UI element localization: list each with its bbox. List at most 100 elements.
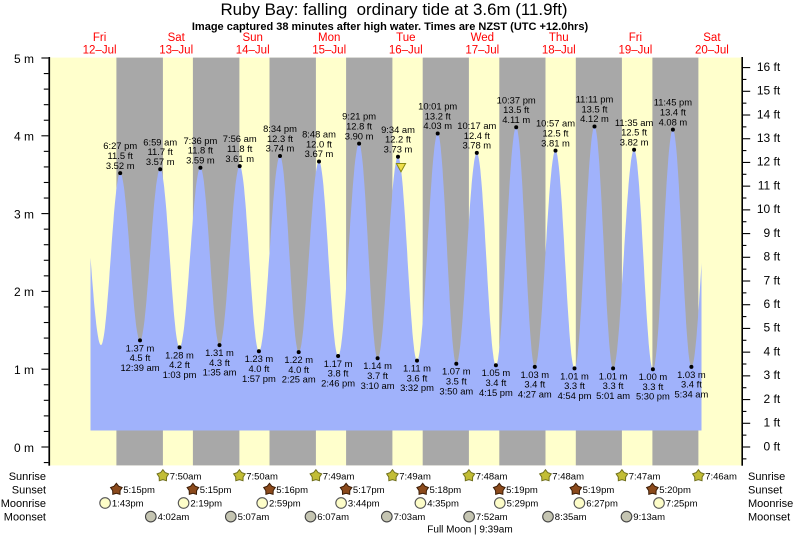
svg-text:5:15pm: 5:15pm bbox=[123, 485, 155, 496]
svg-text:3.74 m: 3.74 m bbox=[266, 143, 295, 154]
svg-text:10:01 pm: 10:01 pm bbox=[418, 101, 457, 112]
svg-text:13 ft: 13 ft bbox=[757, 131, 781, 145]
svg-text:6:27pm: 6:27pm bbox=[586, 499, 618, 510]
svg-text:3.3 ft: 3.3 ft bbox=[642, 381, 663, 392]
svg-text:5:15pm: 5:15pm bbox=[200, 485, 232, 496]
svg-text:1.00 m: 1.00 m bbox=[639, 371, 668, 382]
svg-text:7:49am: 7:49am bbox=[399, 471, 431, 482]
svg-text:4.0 ft: 4.0 ft bbox=[288, 364, 309, 375]
svg-text:7:56 am: 7:56 am bbox=[223, 133, 257, 144]
svg-text:Fri: Fri bbox=[93, 32, 106, 44]
svg-text:2:59pm: 2:59pm bbox=[269, 499, 301, 510]
svg-text:1:43pm: 1:43pm bbox=[112, 499, 144, 510]
svg-text:2:19pm: 2:19pm bbox=[190, 499, 222, 510]
svg-text:17–Jul: 17–Jul bbox=[465, 45, 499, 57]
svg-text:10 ft: 10 ft bbox=[757, 202, 781, 216]
svg-text:13.4 ft: 13.4 ft bbox=[660, 107, 686, 118]
svg-text:7:48am: 7:48am bbox=[476, 471, 508, 482]
svg-text:3.52 m: 3.52 m bbox=[106, 160, 135, 171]
svg-text:12–Jul: 12–Jul bbox=[83, 45, 117, 57]
svg-text:4:27 am: 4:27 am bbox=[518, 388, 552, 399]
svg-text:3 m: 3 m bbox=[14, 207, 34, 221]
svg-text:12.0 ft: 12.0 ft bbox=[306, 138, 332, 149]
svg-text:4.5 ft: 4.5 ft bbox=[130, 352, 151, 363]
svg-text:5:30 pm: 5:30 pm bbox=[636, 391, 670, 402]
svg-text:Sat: Sat bbox=[168, 32, 186, 44]
svg-text:19–Jul: 19–Jul bbox=[618, 45, 652, 57]
svg-text:5:18pm: 5:18pm bbox=[430, 485, 462, 496]
svg-text:5 ft: 5 ft bbox=[764, 321, 781, 335]
svg-text:3.5 ft: 3.5 ft bbox=[446, 376, 467, 387]
svg-text:1:57 pm: 1:57 pm bbox=[242, 373, 276, 384]
svg-text:1.03 m: 1.03 m bbox=[520, 369, 549, 380]
svg-text:1 m: 1 m bbox=[14, 363, 34, 377]
svg-text:Moonrise: Moonrise bbox=[1, 498, 46, 510]
svg-text:1.23 m: 1.23 m bbox=[245, 353, 274, 364]
svg-text:7:52am: 7:52am bbox=[476, 512, 508, 523]
svg-text:4 ft: 4 ft bbox=[764, 344, 781, 358]
svg-text:1.37 m: 1.37 m bbox=[126, 342, 155, 353]
svg-text:5:16pm: 5:16pm bbox=[276, 485, 308, 496]
svg-text:5:01 am: 5:01 am bbox=[596, 390, 630, 401]
svg-text:15–Jul: 15–Jul bbox=[312, 45, 346, 57]
svg-text:11.7 ft: 11.7 ft bbox=[148, 146, 174, 157]
svg-text:1.07 m: 1.07 m bbox=[442, 366, 471, 377]
svg-text:1.22 m: 1.22 m bbox=[284, 354, 313, 365]
svg-text:11.5 ft: 11.5 ft bbox=[108, 150, 134, 161]
svg-text:Image captured 38 minutes afte: Image captured 38 minutes after high wat… bbox=[192, 21, 589, 33]
svg-text:10:17 am: 10:17 am bbox=[457, 120, 496, 131]
svg-text:15 ft: 15 ft bbox=[757, 84, 781, 98]
svg-text:1.05 m: 1.05 m bbox=[482, 367, 511, 378]
svg-text:3:32 pm: 3:32 pm bbox=[400, 382, 434, 393]
svg-text:Sunset: Sunset bbox=[12, 484, 46, 496]
svg-text:12.5 ft: 12.5 ft bbox=[542, 128, 568, 139]
svg-text:5:07am: 5:07am bbox=[238, 512, 270, 523]
svg-text:3:10 am: 3:10 am bbox=[361, 380, 395, 391]
svg-text:9:34 am: 9:34 am bbox=[381, 124, 415, 135]
svg-text:14–Jul: 14–Jul bbox=[236, 45, 270, 57]
svg-text:3.90 m: 3.90 m bbox=[345, 130, 374, 141]
svg-text:4:35pm: 4:35pm bbox=[427, 499, 459, 510]
svg-text:4 m: 4 m bbox=[14, 130, 34, 144]
svg-text:3 ft: 3 ft bbox=[764, 368, 781, 382]
svg-text:6:07am: 6:07am bbox=[317, 512, 349, 523]
svg-text:5:34 am: 5:34 am bbox=[674, 388, 708, 399]
svg-text:12.3 ft: 12.3 ft bbox=[267, 133, 293, 144]
svg-text:3.78 m: 3.78 m bbox=[462, 140, 491, 151]
svg-text:11.8 ft: 11.8 ft bbox=[227, 143, 253, 154]
svg-text:3.73 m: 3.73 m bbox=[384, 144, 413, 155]
svg-text:Sunset: Sunset bbox=[748, 484, 782, 496]
svg-text:3.4 ft: 3.4 ft bbox=[681, 379, 702, 390]
svg-text:4:02am: 4:02am bbox=[158, 512, 190, 523]
svg-text:1.01 m: 1.01 m bbox=[599, 370, 628, 381]
svg-text:7 ft: 7 ft bbox=[764, 273, 781, 287]
svg-text:11:45 pm: 11:45 pm bbox=[654, 97, 693, 108]
svg-text:1.14 m: 1.14 m bbox=[363, 360, 392, 371]
svg-text:2 m: 2 m bbox=[14, 285, 34, 299]
svg-text:0 ft: 0 ft bbox=[764, 439, 781, 453]
svg-text:3.82 m: 3.82 m bbox=[620, 137, 649, 148]
svg-text:4.3 ft: 4.3 ft bbox=[209, 357, 230, 368]
svg-text:7:50am: 7:50am bbox=[246, 471, 278, 482]
svg-text:1.28 m: 1.28 m bbox=[165, 349, 194, 360]
svg-text:6:59 am: 6:59 am bbox=[143, 136, 177, 147]
svg-text:18–Jul: 18–Jul bbox=[542, 45, 576, 57]
svg-text:13.5 ft: 13.5 ft bbox=[581, 103, 607, 114]
svg-text:Full Moon | 9:39am: Full Moon | 9:39am bbox=[427, 525, 512, 536]
svg-text:6 ft: 6 ft bbox=[764, 297, 781, 311]
svg-text:3.4 ft: 3.4 ft bbox=[524, 379, 545, 390]
svg-text:Sat: Sat bbox=[703, 32, 721, 44]
svg-text:8 ft: 8 ft bbox=[764, 250, 781, 264]
svg-text:11 ft: 11 ft bbox=[758, 179, 781, 193]
svg-text:3.3 ft: 3.3 ft bbox=[564, 380, 585, 391]
svg-text:9 ft: 9 ft bbox=[764, 226, 781, 240]
svg-text:12 ft: 12 ft bbox=[757, 155, 781, 169]
svg-text:Moonrise: Moonrise bbox=[748, 498, 793, 510]
svg-text:4.03 m: 4.03 m bbox=[423, 120, 452, 131]
svg-text:6:27 pm: 6:27 pm bbox=[103, 140, 137, 151]
svg-text:Moonset: Moonset bbox=[748, 512, 790, 524]
svg-text:8:34 pm: 8:34 pm bbox=[263, 123, 297, 134]
svg-text:Thu: Thu bbox=[549, 32, 569, 44]
svg-text:10:37 pm: 10:37 pm bbox=[497, 94, 536, 105]
svg-text:2:25 am: 2:25 am bbox=[282, 374, 316, 385]
